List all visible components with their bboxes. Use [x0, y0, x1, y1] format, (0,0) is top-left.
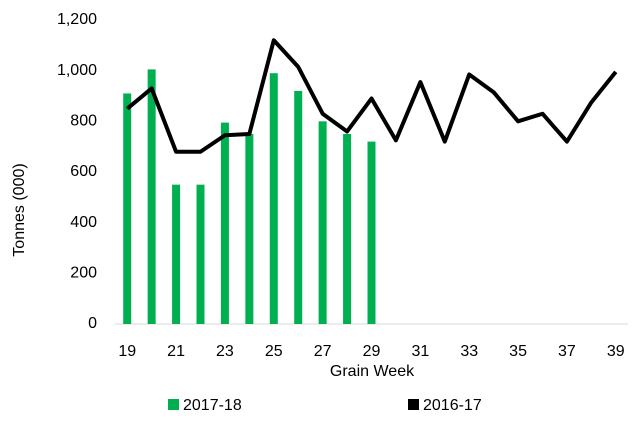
x-tick-label: 23 [216, 343, 234, 360]
bar [147, 69, 156, 325]
bar [123, 93, 132, 324]
x-tick-label: 31 [411, 343, 429, 360]
legend-swatch [408, 399, 419, 410]
y-tick-label: 800 [70, 113, 97, 130]
y-tick-label: 1,000 [57, 62, 97, 79]
x-tick-label: 39 [607, 343, 625, 360]
y-tick-label: 400 [70, 214, 97, 231]
legend-label: 2017-18 [183, 397, 242, 414]
bar [245, 134, 254, 324]
x-tick-label: 35 [509, 343, 527, 360]
bar [367, 141, 376, 324]
bar [318, 121, 327, 324]
line [125, 38, 618, 154]
y-tick-label: 1,200 [57, 11, 97, 28]
x-tick-label: 29 [363, 343, 381, 360]
bar [269, 73, 278, 324]
legend-swatch [168, 399, 179, 410]
y-tick-label: 600 [70, 163, 97, 180]
bar [196, 184, 205, 324]
x-tick-label: 27 [314, 343, 332, 360]
bar [220, 122, 229, 324]
y-axis-label: Tonnes (000) [11, 163, 28, 256]
x-tick-label: 33 [460, 343, 478, 360]
bar [294, 90, 303, 324]
x-tick-label: 21 [167, 343, 185, 360]
y-tick-label: 200 [70, 265, 97, 282]
x-tick-label: 25 [265, 343, 283, 360]
x-tick-label: 37 [558, 343, 576, 360]
bar [172, 184, 181, 324]
legend-label: 2016-17 [423, 397, 482, 414]
x-tick-label: 19 [118, 343, 136, 360]
y-tick-label: 0 [88, 315, 97, 332]
x-axis-label: Grain Week [330, 363, 415, 380]
bar [343, 134, 352, 324]
